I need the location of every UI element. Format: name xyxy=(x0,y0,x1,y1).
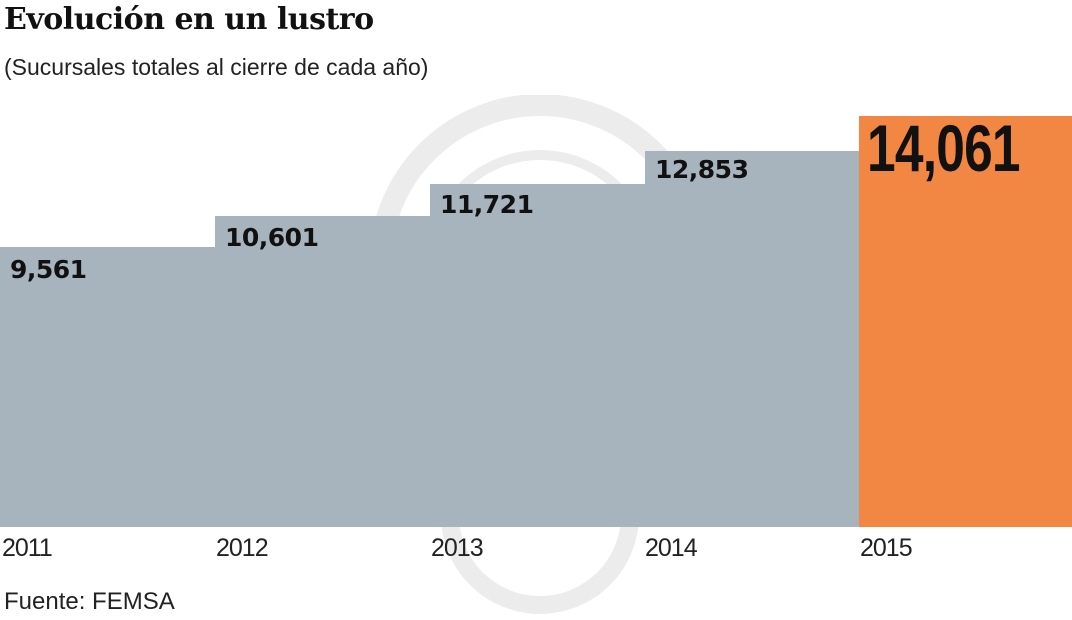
bar-2015: 14,061 xyxy=(859,111,1072,527)
bar-2013: 11,721 xyxy=(430,184,646,527)
bar-2014: 12,853 xyxy=(645,151,860,527)
x-tick-2014: 2014 xyxy=(645,534,698,562)
x-tick-2015: 2015 xyxy=(860,534,913,562)
source-note: Fuente: FEMSA xyxy=(4,588,175,615)
bar-value-label: 9,561 xyxy=(10,255,87,284)
x-tick-2011: 2011 xyxy=(2,534,53,562)
bar-value-label: 11,721 xyxy=(440,190,534,219)
x-tick-2013: 2013 xyxy=(431,534,484,562)
bar-2012: 10,601 xyxy=(215,216,431,527)
bar-value-label-highlight: 14,061 xyxy=(867,111,1021,185)
chart-title: Evolución en un lustro xyxy=(4,2,374,37)
chart-subtitle: (Sucursales totales al cierre de cada añ… xyxy=(4,54,429,80)
bar-value-label: 12,853 xyxy=(655,155,749,184)
bar-value-label: 10,601 xyxy=(225,223,319,252)
x-tick-2012: 2012 xyxy=(216,534,269,562)
bar-2011: 9,561 xyxy=(0,247,216,527)
